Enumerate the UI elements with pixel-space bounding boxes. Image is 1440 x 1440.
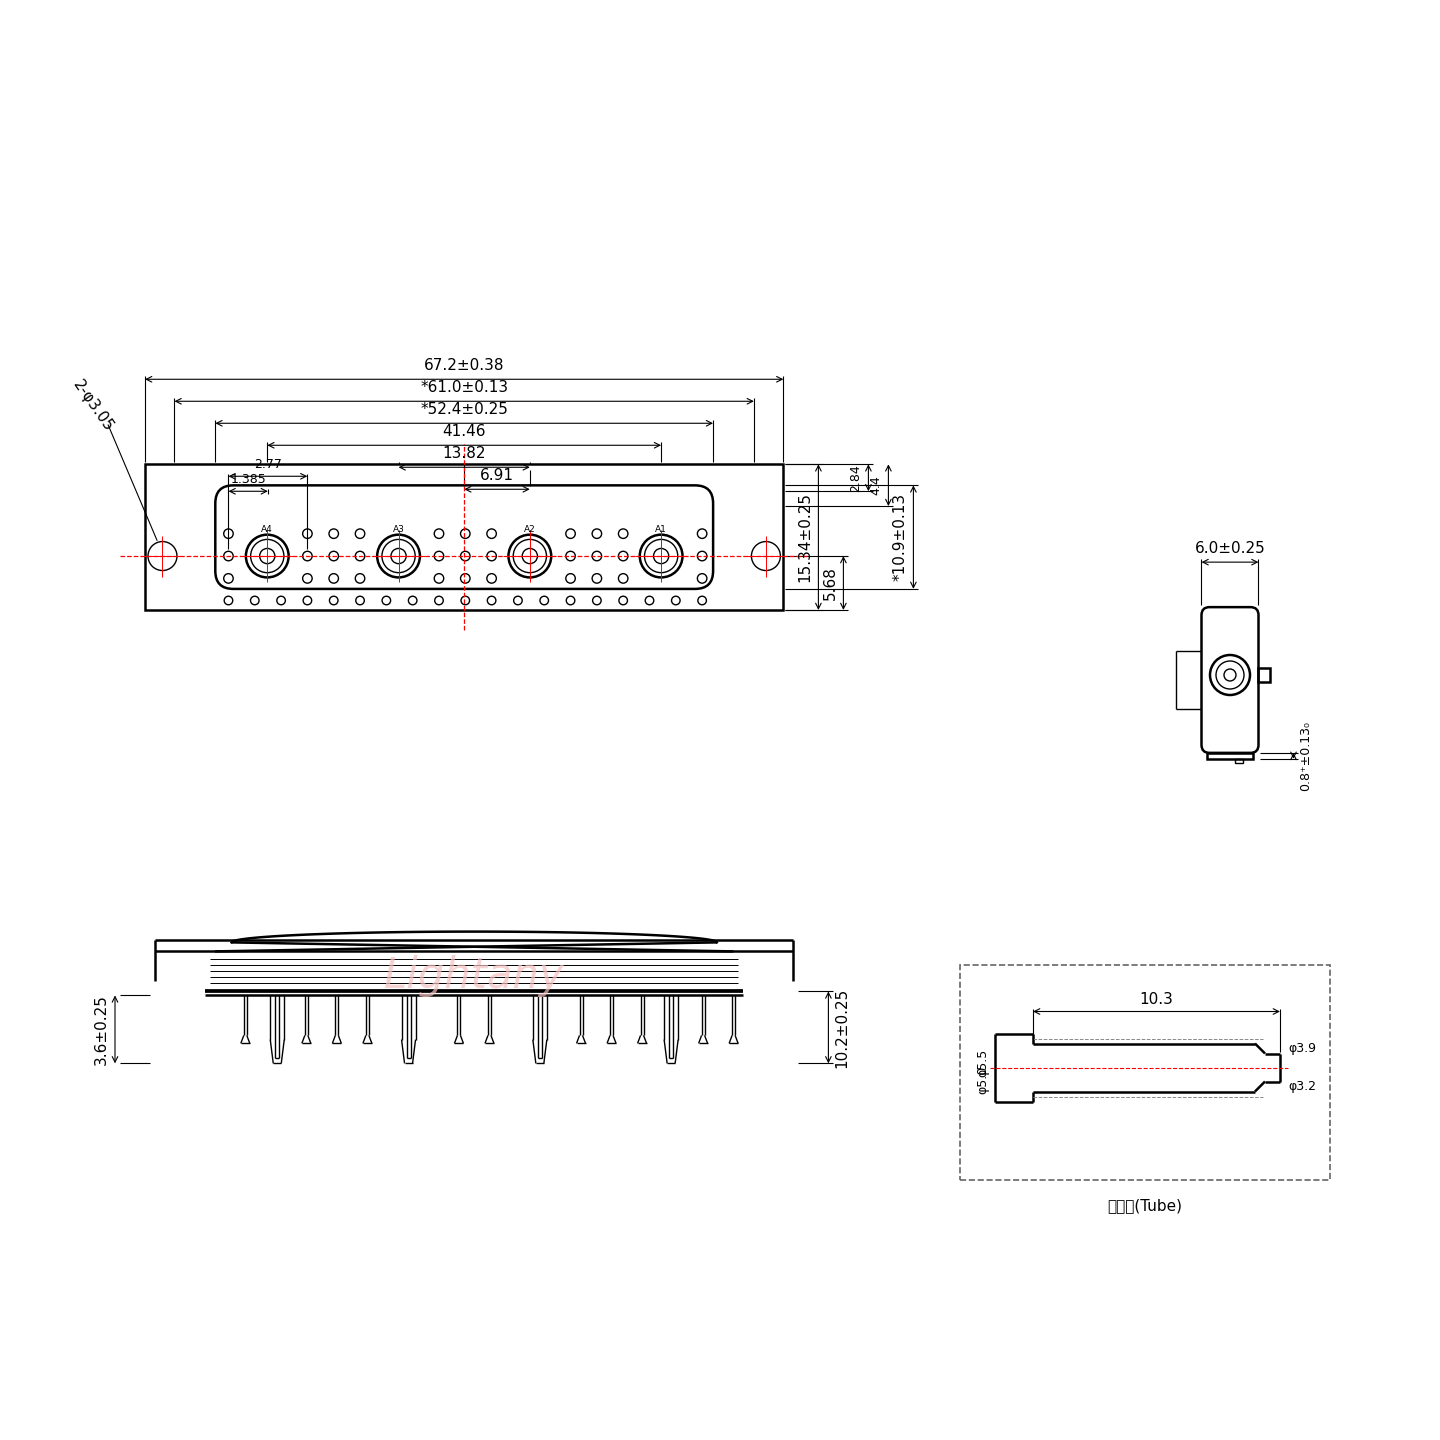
- Text: φ5.0: φ5.0: [976, 1066, 989, 1093]
- Text: Lightany: Lightany: [384, 955, 564, 998]
- Text: A2: A2: [524, 524, 536, 534]
- Bar: [960, 965, 1331, 1179]
- Text: 10.2±0.25: 10.2±0.25: [834, 988, 850, 1067]
- Text: 0.8⁺±0.13₀: 0.8⁺±0.13₀: [1299, 721, 1312, 791]
- Bar: [145, 464, 783, 611]
- Text: A1: A1: [655, 524, 667, 534]
- Text: 3.6±0.25: 3.6±0.25: [94, 994, 109, 1064]
- Text: φ3.9: φ3.9: [1287, 1043, 1316, 1056]
- Text: 6.91: 6.91: [480, 468, 514, 484]
- Text: 67.2±0.38: 67.2±0.38: [423, 359, 504, 373]
- Text: 1.385: 1.385: [230, 474, 266, 487]
- Text: *52.4±0.25: *52.4±0.25: [420, 402, 508, 418]
- Bar: [1236, 759, 1243, 763]
- Text: *10.9±0.13: *10.9±0.13: [893, 492, 907, 582]
- Text: φ3.2: φ3.2: [1287, 1080, 1316, 1093]
- Bar: [1207, 753, 1253, 759]
- Text: 5.68: 5.68: [822, 566, 838, 600]
- Text: 13.82: 13.82: [442, 446, 485, 461]
- Text: *61.0±0.13: *61.0±0.13: [420, 380, 508, 395]
- Text: 屏蔽管(Tube): 屏蔽管(Tube): [1107, 1198, 1182, 1212]
- Text: A4: A4: [262, 524, 274, 534]
- Text: 4.4: 4.4: [870, 475, 883, 495]
- Bar: [1259, 668, 1270, 683]
- Text: 41.46: 41.46: [442, 425, 485, 439]
- Text: 2.84: 2.84: [850, 464, 863, 491]
- Text: 2-φ3.05: 2-φ3.05: [71, 377, 117, 435]
- Text: 15.34±0.25: 15.34±0.25: [798, 492, 812, 582]
- Text: 10.3: 10.3: [1139, 992, 1174, 1007]
- Text: A3: A3: [393, 524, 405, 534]
- Text: φ5.5: φ5.5: [976, 1048, 989, 1077]
- Text: 2.77: 2.77: [253, 458, 282, 471]
- Text: 6.0±0.25: 6.0±0.25: [1195, 541, 1266, 556]
